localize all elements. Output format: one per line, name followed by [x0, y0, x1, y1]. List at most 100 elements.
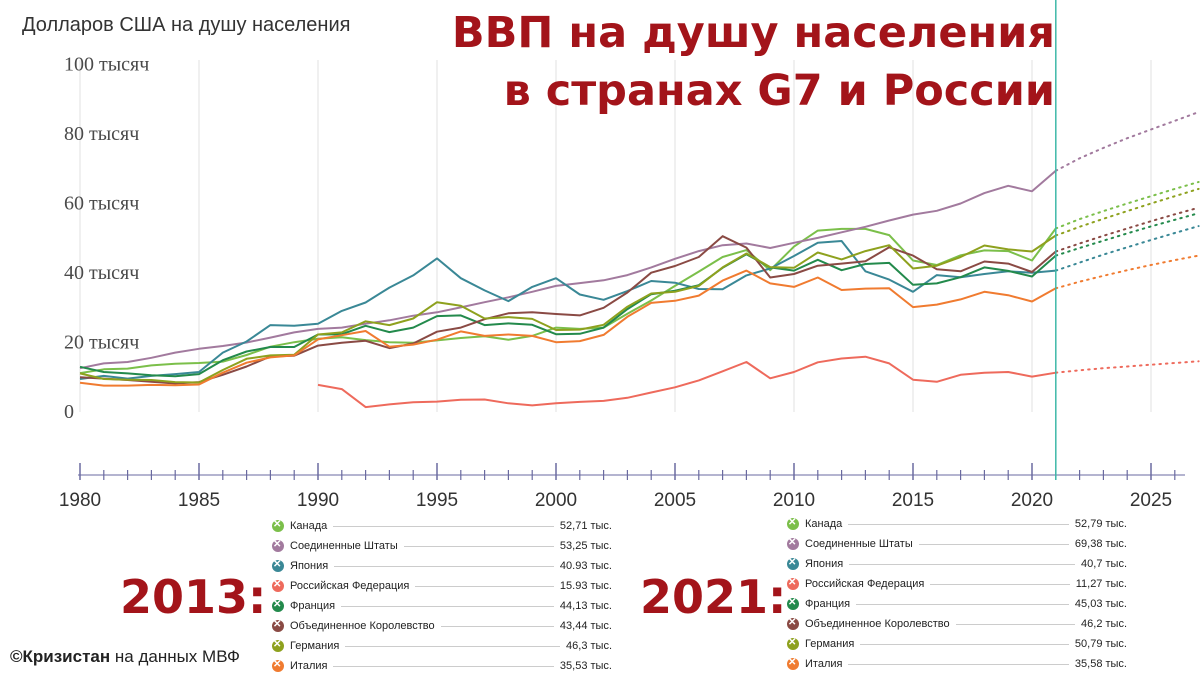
legend-name: Объединенное Королевство [805, 618, 950, 630]
legend-leader-line [955, 623, 1076, 625]
y-units-label: Долларов США на душу населения [22, 14, 351, 36]
legend-name: Соединенные Штаты [805, 538, 913, 550]
credit-brand: ©Кризистан [10, 647, 111, 666]
x-tick-label: 2005 [654, 490, 696, 511]
legend-marker-icon [272, 578, 284, 592]
legend-name: Германия [290, 640, 340, 652]
y-tick-label: 0 [64, 401, 74, 423]
legend-leader-line [849, 563, 1076, 565]
legend-value: 40,7 тыс. [1081, 558, 1127, 570]
series-line [79, 269, 1057, 387]
series-projection [1054, 212, 1200, 257]
x-tick-label: 1985 [178, 490, 220, 511]
legend-name: Германия [805, 638, 855, 650]
legend-value: 15.93 тыс. [559, 580, 612, 592]
legend-marker-icon [272, 638, 284, 652]
legend-2013: Канада 52,71 тыс. Соединенные Штаты 53,25 т… [272, 516, 612, 676]
series-projection [1054, 360, 1200, 374]
legend-item: Япония 40,7 тыс. [787, 554, 1127, 574]
legend-value: 69,38 тыс. [1074, 538, 1127, 550]
y-tick-label: 100 тысяч [64, 54, 149, 76]
legend-leader-line [333, 665, 554, 667]
legend-name: Япония [805, 558, 844, 570]
grid [79, 60, 1152, 412]
legend-name: Италия [805, 658, 843, 670]
legend-marker-icon [787, 516, 799, 530]
series-line [317, 355, 1056, 409]
legend-value: 50,79 тыс. [1074, 638, 1127, 650]
legend-marker-icon [787, 596, 799, 610]
legend-name: Объединенное Королевство [290, 620, 435, 632]
title-line-1: ВВП на душу населения [451, 8, 1055, 58]
legend-item: Италия 35,53 тыс. [272, 656, 612, 676]
series-line [79, 170, 1057, 370]
legend-item: Объединенное Королевство 43,44 тыс. [272, 616, 612, 636]
legend-item: Италия 35,58 тыс. [787, 654, 1127, 674]
legend-2021: Канада 52,79 тыс. Соединенные Штаты 69,38 т… [787, 514, 1127, 674]
legend-marker-icon [272, 598, 284, 612]
legend-item: Объединенное Королевство 46,2 тыс. [787, 614, 1127, 634]
series-projection [1054, 254, 1200, 290]
legend-leader-line [341, 605, 554, 607]
gdp-line-chart: 100 тысяч 80 тысяч 60 тысяч 40 тысяч 20 тыся… [59, 0, 1200, 511]
series-projection [1054, 181, 1200, 230]
legend-item: Япония 40.93 тыс. [272, 556, 612, 576]
legend-leader-line [345, 645, 561, 647]
legend-name: Франция [290, 600, 336, 612]
x-tick-label: 2020 [1011, 490, 1053, 511]
legend-marker-icon [787, 636, 799, 650]
credit-source: на данных МВФ [114, 647, 240, 666]
y-tick-label: 80 тысяч [64, 123, 139, 145]
legend-name: Франция [805, 598, 851, 610]
y-tick-label: 60 тысяч [64, 193, 139, 215]
legend-leader-line [918, 543, 1069, 545]
x-tick-label: 1995 [416, 490, 458, 511]
legend-item: Соединенные Штаты 53,25 тыс. [272, 536, 612, 556]
legend-name: Италия [290, 660, 328, 672]
legend-value: 52,71 тыс. [559, 520, 612, 532]
legend-leader-line [930, 583, 1070, 585]
legend-item: Канада 52,79 тыс. [787, 514, 1127, 534]
legend-2021-year: 2021: [640, 570, 787, 624]
x-axis: 1980 1985 1990 1995 2000 2005 2010 2015 2020 2025 [59, 463, 1185, 511]
legend-item: Германия 46,3 тыс. [272, 636, 612, 656]
legend-leader-line [856, 603, 1069, 605]
legend-marker-icon [787, 556, 799, 570]
legend-name: Канада [805, 518, 843, 530]
legend-value: 35,58 тыс. [1074, 658, 1127, 670]
series-projection [1054, 111, 1200, 172]
legend-value: 53,25 тыс. [559, 540, 612, 552]
legend-leader-line [860, 643, 1069, 645]
x-tick-label: 1980 [59, 490, 101, 511]
legend-item: Российская Федерация 11,27 тыс. [787, 574, 1127, 594]
legend-leader-line [333, 525, 554, 527]
x-tick-label: 2000 [535, 490, 577, 511]
x-tick-label: 2025 [1130, 490, 1172, 511]
legend-marker-icon [272, 558, 284, 572]
series-line [79, 227, 1057, 375]
legend-name: Соединенные Штаты [290, 540, 398, 552]
y-tick-label: 20 тысяч [64, 332, 139, 354]
legend-item: Франция 45,03 тыс. [787, 594, 1127, 614]
legend-name: Российская Федерация [290, 580, 410, 592]
legend-name: Канада [290, 520, 328, 532]
page-title: ВВП на душу населения в странах G7 и Рос… [452, 4, 1055, 120]
legend-marker-icon [787, 656, 799, 670]
legend-item: Канада 52,71 тыс. [272, 516, 612, 536]
legend-value: 45,03 тыс. [1074, 598, 1127, 610]
series-line [79, 240, 1056, 380]
legend-marker-icon [787, 616, 799, 630]
legend-leader-line [415, 585, 554, 587]
legend-name: Российская Федерация [805, 578, 925, 590]
legend-value: 40.93 тыс. [559, 560, 612, 572]
series-projection [1054, 187, 1200, 237]
legend-marker-icon [272, 658, 284, 672]
series-lines [79, 111, 1200, 409]
legend-item: Германия 50,79 тыс. [787, 634, 1127, 654]
credit: ©Кризистан на данных МВФ [10, 647, 240, 667]
y-tick-label: 40 тысяч [64, 262, 139, 284]
x-tick-label: 2015 [892, 490, 934, 511]
legend-marker-icon [272, 538, 284, 552]
legend-marker-icon [272, 518, 284, 532]
series-line [79, 253, 1057, 378]
